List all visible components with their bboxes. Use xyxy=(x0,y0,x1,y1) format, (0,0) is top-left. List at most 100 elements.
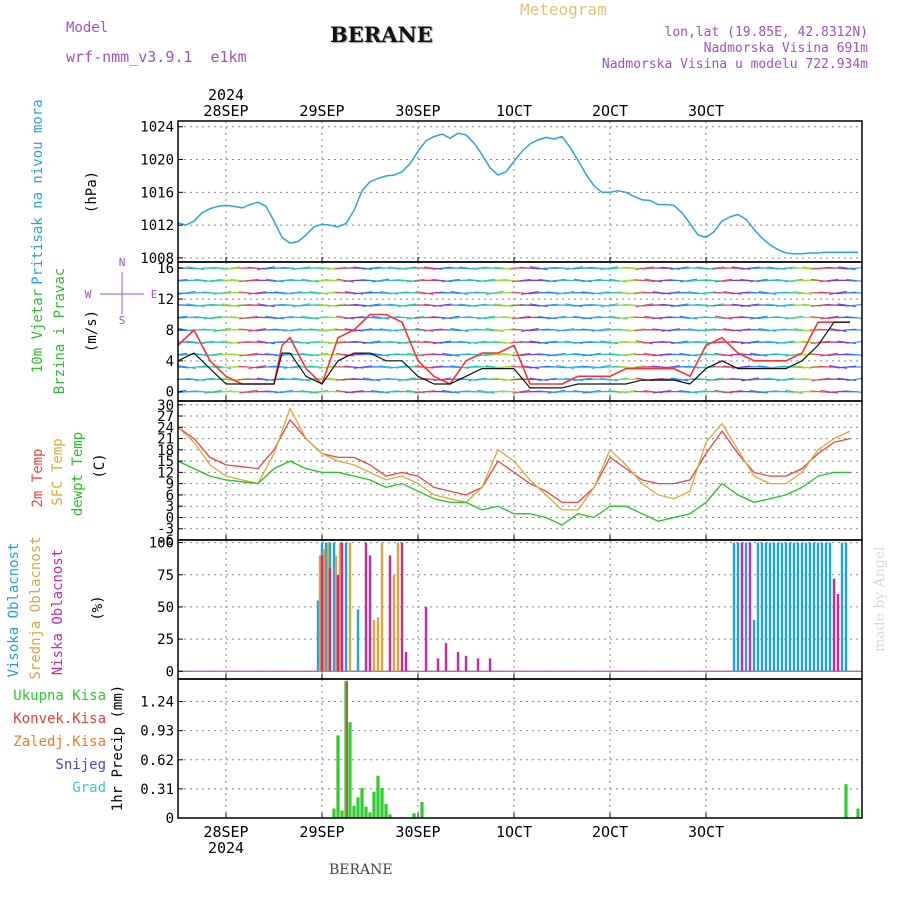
wind-barb xyxy=(775,390,795,393)
wind-barb xyxy=(635,340,654,345)
pressure-ytick-label: 1020 xyxy=(140,153,174,169)
wind-barb xyxy=(291,353,312,356)
clouds-unit: (%) xyxy=(90,595,106,620)
wind-barb xyxy=(556,327,575,332)
cloud-bar xyxy=(836,594,840,672)
wind-barb xyxy=(370,291,391,294)
wind-barb xyxy=(609,278,627,283)
cloud-bar xyxy=(744,542,748,672)
precip-bar xyxy=(336,735,340,818)
wind-barb xyxy=(546,365,567,369)
temperature-ytick-label: 18 xyxy=(157,443,174,459)
temp-2m-label: 2m Temp xyxy=(30,448,46,507)
bottom-date-label: 29SEP xyxy=(299,823,344,841)
wind-barb xyxy=(714,315,733,320)
wind-barb xyxy=(644,315,663,320)
wind-barb xyxy=(845,267,862,270)
wind-barb xyxy=(564,279,584,282)
wind-barb xyxy=(405,328,426,332)
wind-barb xyxy=(529,303,548,308)
wind-barb xyxy=(396,390,417,393)
wind-barb xyxy=(599,316,620,319)
wind-ylabel-2: Brzina i Pravac xyxy=(52,268,68,394)
wind-barb xyxy=(415,328,434,332)
wind-barb xyxy=(441,291,461,295)
wind-barb xyxy=(405,291,426,295)
wind-barb xyxy=(485,290,504,295)
cloud-bar xyxy=(768,542,772,672)
wind-barb xyxy=(758,328,777,332)
wind-barb xyxy=(845,390,862,393)
precip-ytick-label: 0 xyxy=(166,811,174,827)
wind-barb xyxy=(634,316,655,319)
top-date-label: 2OCT xyxy=(592,102,628,120)
wind-barb xyxy=(178,341,197,344)
wind-barb xyxy=(634,279,655,282)
precip-ylabel: 1hr Precip (mm) xyxy=(110,685,126,811)
wind-speed-line xyxy=(178,321,850,389)
cloud-bar xyxy=(824,542,828,672)
clouds-ytick-label: 25 xyxy=(157,632,174,648)
clouds-ytick-label: 0 xyxy=(166,664,174,680)
cloud-bar xyxy=(388,555,392,672)
wind-barb xyxy=(678,291,699,294)
pressure-ylabel: Pritisak na nivou mora xyxy=(30,99,46,284)
precip-legend-item: Snijeg xyxy=(55,757,106,773)
wind-barb xyxy=(723,291,742,295)
precip-bar xyxy=(356,797,360,818)
wind-barb xyxy=(282,378,303,381)
wind-barb xyxy=(819,365,840,369)
precip-bar xyxy=(348,722,352,818)
wind-barb xyxy=(326,316,347,319)
precip-bar xyxy=(360,787,364,818)
wind-gust-line xyxy=(178,313,850,385)
wind-barb xyxy=(741,377,759,382)
pressure-ytick-label: 1008 xyxy=(140,251,174,267)
wind-barb xyxy=(828,266,848,270)
cloud-bar xyxy=(400,542,404,672)
wind-barb xyxy=(292,340,311,345)
wind-barb xyxy=(186,303,205,308)
compass-n: N xyxy=(119,256,126,269)
precip-bar xyxy=(346,680,348,818)
temp-unit: (C) xyxy=(92,453,108,478)
wind-barb xyxy=(222,266,240,271)
wind-barb xyxy=(178,278,188,282)
wind-barb xyxy=(432,390,452,393)
cloud-bar xyxy=(844,542,848,672)
wind-barb xyxy=(186,266,205,271)
wind-barb xyxy=(785,315,803,320)
wind-barb xyxy=(705,316,725,319)
wind-barb xyxy=(178,315,188,319)
wind-barb xyxy=(178,304,197,307)
wind-barb xyxy=(484,266,505,270)
cloud-bar xyxy=(456,651,460,672)
precip-ytick-label: 0.62 xyxy=(140,753,174,769)
precip-legend-item: Ukupna Kisa xyxy=(13,688,106,704)
wind-barb xyxy=(362,340,381,345)
cloud-high-label: Visoka Oblacnost xyxy=(6,543,22,678)
wind-barb xyxy=(336,278,354,283)
station-title: BERANE xyxy=(330,22,433,47)
wind-barb xyxy=(590,378,611,381)
wind-barb xyxy=(793,328,812,332)
model-name: wrf-nmm_v3.9.1 e1km xyxy=(66,48,247,66)
wind-barb xyxy=(520,266,540,270)
wind-barb xyxy=(679,352,698,357)
wind-barb xyxy=(397,353,417,356)
precip-bar xyxy=(412,813,416,818)
wind-barb xyxy=(644,278,663,283)
pressure-ytick-label: 1016 xyxy=(140,185,174,201)
precip-legend-item: Konvek.Kisa xyxy=(13,711,106,727)
wind-barb xyxy=(511,365,532,369)
cloud-bar xyxy=(764,542,768,672)
wind-barb xyxy=(371,315,390,320)
cloud-bar xyxy=(348,542,352,672)
wind-barb xyxy=(292,303,311,308)
wind-barb xyxy=(353,378,373,381)
wind-barb xyxy=(326,279,347,282)
temperature-frame xyxy=(177,400,863,541)
wind-barb xyxy=(204,389,223,394)
cloud-bar xyxy=(812,542,816,672)
wind-barb xyxy=(326,353,347,356)
